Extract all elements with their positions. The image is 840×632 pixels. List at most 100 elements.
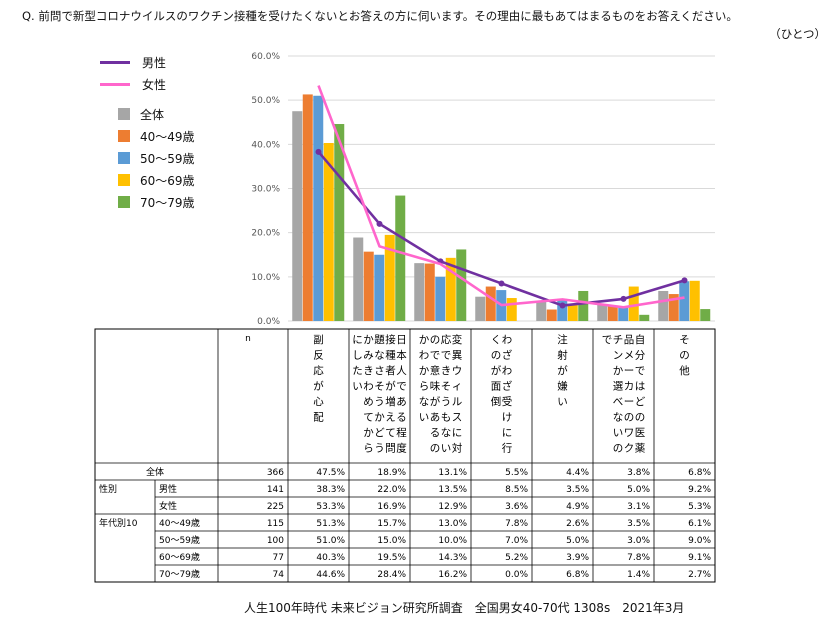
- category-header-char: か: [419, 365, 430, 377]
- table-cell: 16.9%: [377, 502, 406, 512]
- category-header-char: が: [430, 395, 441, 408]
- category-header-char: 医: [635, 427, 646, 439]
- line-point: [498, 280, 505, 287]
- bar: [374, 254, 385, 321]
- bar: [689, 280, 700, 321]
- category-header-char: 接: [385, 333, 396, 346]
- category-header-char: 自: [635, 333, 646, 346]
- category-header-char: ら: [363, 443, 374, 455]
- category-header-char: え: [385, 412, 396, 424]
- category-header-char: さ: [374, 365, 385, 377]
- bar: [536, 301, 547, 321]
- y-tick-label: 10.0%: [251, 273, 280, 283]
- row-label: 70〜79歳: [159, 568, 200, 580]
- legend-label-all: 全体: [140, 107, 165, 122]
- category-header-char: か: [419, 334, 430, 346]
- bar: [679, 281, 690, 321]
- bar: [475, 296, 486, 321]
- category-header-char: め: [363, 396, 374, 408]
- bar-line-chart: 0.0%10.0%20.0%30.0%40.0%50.0%60.0% n 副反応が…: [94, 52, 716, 583]
- category-header-char: 変: [452, 333, 463, 346]
- row-group-label: 年代別10: [99, 517, 138, 529]
- category-header-char: べ: [613, 396, 624, 408]
- category-header-char: か: [363, 334, 374, 346]
- category-header-char: 反: [313, 350, 324, 362]
- category-header-char: で: [441, 350, 452, 362]
- table-cell: 38.3%: [316, 485, 345, 495]
- category-header-char: き: [363, 365, 374, 377]
- category-header-char: ど: [635, 396, 646, 408]
- table-cell: 3.8%: [627, 468, 650, 478]
- bar: [567, 303, 578, 321]
- category-header-char: な: [613, 412, 624, 424]
- category-header-char: 日: [396, 334, 407, 346]
- category-header-char: ク: [624, 443, 635, 455]
- category-header-char: わ: [419, 350, 430, 362]
- category-header-char: ら: [419, 381, 430, 393]
- category-header-char: で: [430, 350, 441, 362]
- bar: [700, 309, 711, 321]
- category-header-char: カ: [624, 381, 635, 393]
- table-cell: 3.6%: [505, 502, 528, 512]
- bar: [353, 237, 364, 321]
- bar: [424, 263, 435, 321]
- row-n: 77: [273, 553, 284, 563]
- category-header-char: 品: [624, 334, 635, 346]
- category-header-char: チ: [613, 334, 624, 346]
- table-cell: 15.0%: [377, 536, 406, 546]
- line-point: [376, 220, 383, 227]
- category-header-char: に: [352, 334, 363, 346]
- y-tick-label: 20.0%: [251, 229, 280, 239]
- row-label: 女性: [159, 500, 177, 512]
- legend-item-50s: 50〜59歳: [100, 148, 195, 168]
- category-header-char: の: [430, 443, 441, 455]
- table-cell: 5.3%: [688, 502, 711, 512]
- category-header-char: ど: [374, 427, 385, 439]
- chart-legend: 男性 女性 全体 40〜49歳 50〜59歳 60〜69歳 70〜79歳: [100, 52, 195, 214]
- table-cell: 4.9%: [566, 502, 589, 512]
- category-header-char: 対: [452, 442, 463, 455]
- category-header-char: の: [613, 443, 624, 455]
- question-title: Q. 前問で新型コロナウイルスのワクチン接種を受けたくないとお答えの方に伺います…: [22, 9, 738, 23]
- legend-item-female: 女性: [100, 74, 195, 94]
- category-header-char: に: [452, 427, 463, 439]
- y-tick-label: 40.0%: [251, 140, 280, 150]
- bar: [597, 304, 608, 321]
- table-cell: 3.9%: [566, 553, 589, 563]
- category-header-char: の: [624, 412, 635, 424]
- bar: [618, 307, 629, 321]
- n-header: n: [245, 334, 251, 344]
- line-point: [681, 277, 688, 284]
- table-cell: 7.8%: [627, 553, 650, 563]
- category-header-char: 意: [430, 364, 441, 377]
- category-header-char: 者: [385, 365, 396, 377]
- category-header-char: う: [374, 396, 385, 408]
- bar: [456, 249, 467, 321]
- bar: [292, 111, 303, 321]
- bar: [435, 276, 446, 321]
- category-header-char: か: [363, 427, 374, 439]
- legend-label-female: 女性: [142, 77, 167, 92]
- table-cell: 13.1%: [438, 468, 467, 478]
- table-cell: 18.9%: [377, 468, 406, 478]
- legend-swatch-50s: [118, 152, 130, 164]
- table-cell: 7.8%: [505, 519, 528, 529]
- legend-item-60s: 60〜69歳: [100, 170, 195, 190]
- table-cell: 2.6%: [566, 519, 589, 529]
- legend-label-70s: 70〜79歳: [140, 195, 195, 210]
- table-cell: 9.0%: [688, 536, 711, 546]
- series-line: [317, 85, 685, 309]
- table-cell: 14.3%: [438, 553, 467, 563]
- bar: [384, 234, 395, 321]
- row-n: 100: [267, 536, 284, 546]
- category-header-char: 面: [491, 381, 502, 393]
- category-header-char: わ: [502, 334, 513, 346]
- bar: [557, 298, 568, 321]
- table-cell: 6.1%: [688, 519, 711, 529]
- category-header-char: 他: [679, 364, 690, 377]
- category-header-char: な: [441, 427, 452, 439]
- category-header-char: が: [557, 364, 568, 377]
- table-cell: 0.0%: [505, 570, 528, 580]
- line-point: [315, 148, 322, 155]
- category-header-char: ー: [624, 365, 635, 377]
